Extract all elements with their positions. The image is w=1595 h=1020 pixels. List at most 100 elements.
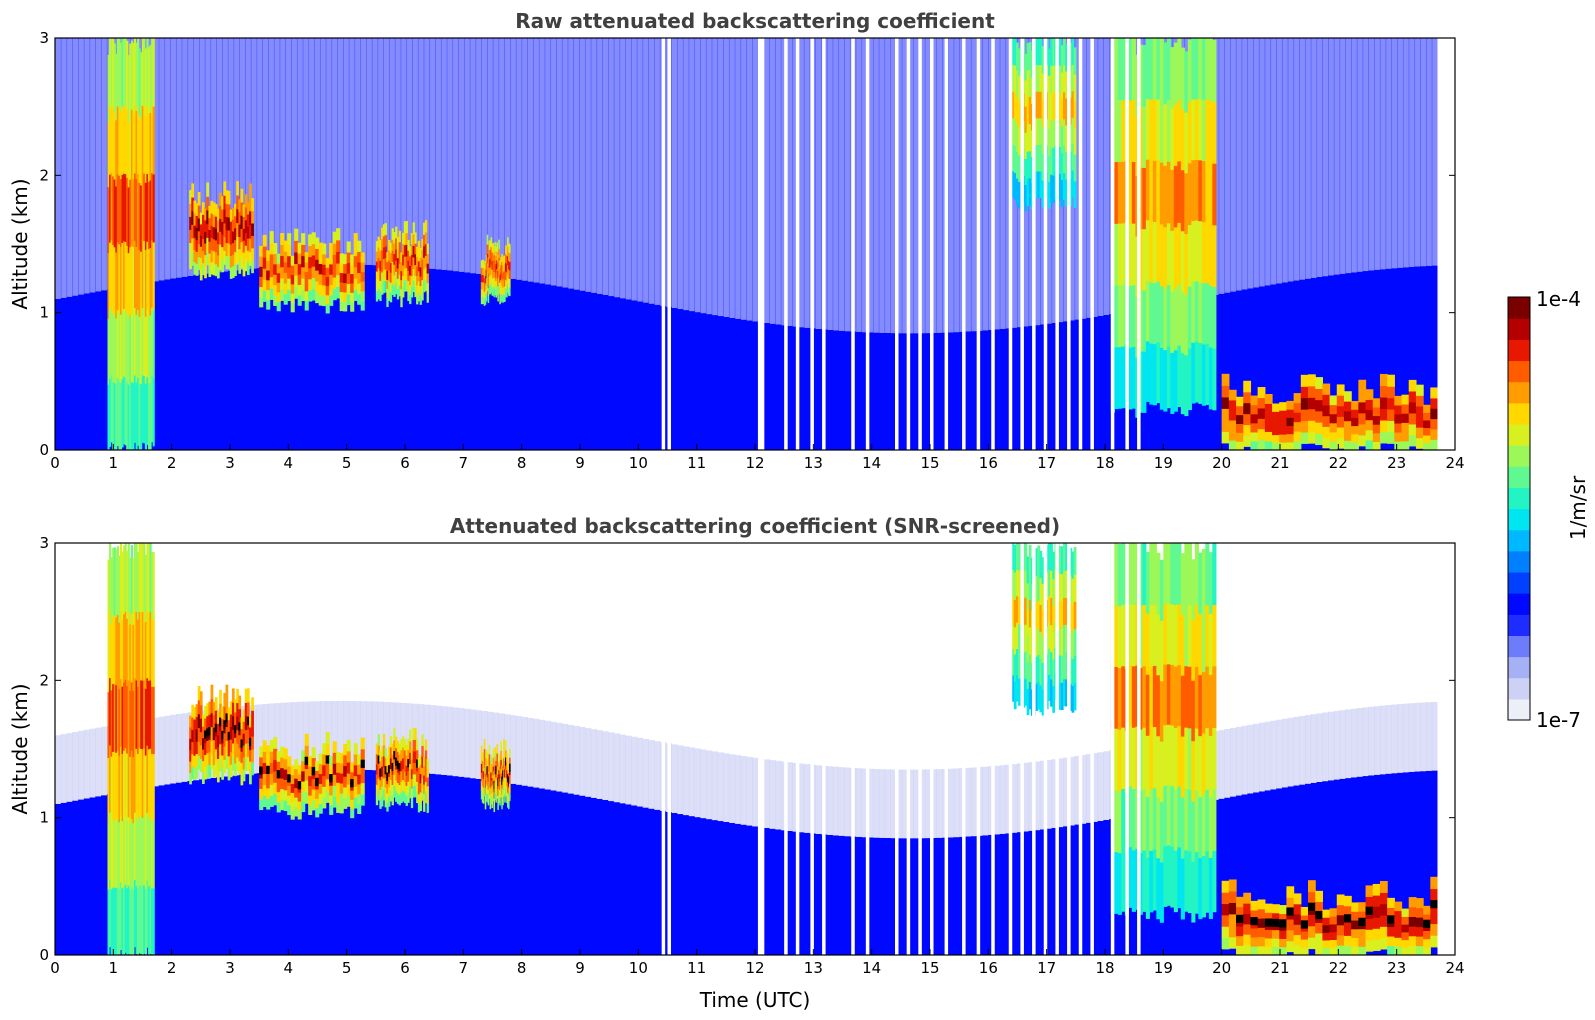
cloud-cell: [393, 774, 396, 787]
cloud-cell: [391, 743, 394, 755]
cloud-cell: [1041, 126, 1045, 154]
cloud-cell: [400, 279, 403, 290]
cloud-cell: [204, 208, 207, 221]
cloud-cell: [400, 297, 403, 308]
boundary-layer-cell: [417, 772, 425, 955]
cloud-cell: [496, 780, 498, 790]
noise-cell: [1016, 763, 1024, 833]
cloud-cell: [219, 244, 222, 258]
cloud-cell: [116, 750, 119, 820]
noise-cell: [1287, 38, 1295, 282]
noise-cell: [1022, 762, 1030, 832]
cloud-cell: [297, 792, 302, 802]
x-tick-label: 18: [1095, 454, 1114, 472]
cloud-cell: [1039, 38, 1043, 66]
cloud-cell: [423, 802, 426, 812]
cloud-cell: [1191, 740, 1196, 802]
cloud-cell: [318, 273, 323, 285]
cloud-cell: [393, 264, 396, 276]
cloud-cell: [115, 383, 118, 450]
cloud-cell: [332, 242, 337, 255]
cloud-cell: [402, 768, 405, 781]
boundary-layer-cell: [1408, 266, 1416, 450]
cloud-cell: [504, 263, 506, 272]
cloud-cell: [343, 263, 348, 274]
cloud-cell: [506, 752, 508, 762]
cloud-cell: [246, 729, 250, 744]
boundary-layer-cell: [366, 264, 373, 450]
cloud-cell: [322, 243, 327, 255]
cloud-cell: [280, 767, 285, 779]
strong-signal-cell: [225, 714, 229, 723]
cloud-cell: [381, 766, 384, 777]
cloud-cell: [246, 238, 250, 251]
cloud-cell: [339, 253, 344, 264]
cloud-cell: [375, 290, 379, 302]
cloud-cell: [325, 267, 330, 277]
cloud-cell: [357, 803, 362, 815]
data-gap: [918, 38, 922, 450]
cloud-cell: [495, 777, 497, 786]
cloud-cell: [497, 293, 499, 302]
cloud-cell: [210, 200, 214, 214]
cloud-cell: [1187, 666, 1192, 729]
cloud-cell: [251, 235, 254, 249]
cloud-cell: [495, 752, 497, 761]
x-tick-label: 16: [979, 454, 998, 472]
noise-cell: [982, 38, 989, 331]
cloud-cell: [1166, 99, 1171, 162]
cloud-cell: [486, 262, 489, 273]
cloud-cell: [1221, 880, 1230, 893]
cloud-cell: [494, 764, 497, 775]
cloud-cell: [231, 729, 235, 744]
cloud-cell: [386, 765, 389, 776]
cloud-cell: [490, 264, 493, 275]
noise-cell: [187, 38, 194, 276]
noise-cell: [642, 738, 649, 808]
cloud-cell: [386, 252, 389, 262]
cloud-cell: [384, 280, 387, 293]
cloud-cell: [419, 764, 422, 775]
cloud-cell: [315, 280, 320, 293]
noise-cell: [308, 38, 315, 266]
boundary-layer-cell: [1034, 325, 1041, 450]
cloud-cell: [424, 278, 428, 292]
noise-cell: [383, 701, 390, 771]
cloud-cell: [240, 241, 244, 256]
noise-cell: [533, 718, 540, 788]
cloud-cell: [249, 760, 252, 773]
cloud-cell: [280, 233, 285, 245]
cloud-cell: [1170, 785, 1175, 847]
boundary-layer-cell: [688, 816, 696, 955]
cloud-cell: [238, 695, 242, 710]
boundary-layer-cell: [1080, 823, 1087, 955]
cloud-cell: [133, 543, 137, 611]
y-tick-label: 2: [39, 671, 49, 689]
cloud-cell: [398, 784, 401, 796]
cloud-cell: [1191, 220, 1196, 282]
noise-cell: [711, 751, 719, 821]
cloud-cell: [129, 690, 132, 757]
cloud-cell: [498, 275, 500, 285]
data-gap: [865, 38, 870, 450]
boundary-layer-cell: [95, 796, 102, 955]
cloud-cell: [1073, 574, 1077, 602]
strong-signal-cell: [407, 759, 410, 768]
cloud-cell: [1145, 219, 1150, 281]
cloud-cell: [1308, 385, 1316, 398]
cloud-cell: [251, 247, 254, 261]
boundary-layer-cell: [533, 282, 540, 450]
cloud-cell: [191, 183, 195, 198]
cloud-cell: [388, 746, 391, 758]
cloud-cell: [127, 186, 130, 254]
noise-cell: [291, 702, 298, 771]
cloud-cell: [1228, 409, 1237, 421]
boundary-layer-cell: [740, 824, 747, 955]
cloud-cell: [491, 243, 494, 253]
x-tick-label: 23: [1387, 454, 1406, 472]
cloud-cell: [123, 886, 126, 955]
noise-cell: [930, 38, 937, 333]
cloud-cell: [202, 226, 205, 240]
cloud-cell: [353, 764, 358, 777]
boundary-layer-cell: [872, 332, 880, 450]
